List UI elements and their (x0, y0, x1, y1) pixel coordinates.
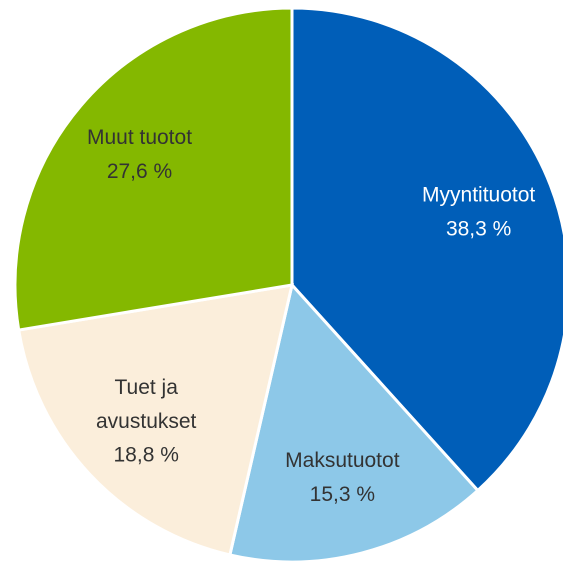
slice-label: Myyntituotot (422, 184, 535, 207)
pie-slice (13, 6, 294, 332)
pie-slice (290, 6, 563, 493)
pie-slice (228, 281, 480, 562)
slice-label: Maksutuotot (285, 449, 400, 472)
slice-value-label: 15,3 % (310, 483, 375, 506)
slice-value-label: 27,6 % (107, 160, 172, 183)
pie-slice (16, 283, 294, 557)
slice-value-label: 18,8 % (114, 443, 179, 466)
slice-label: Muut tuotot (87, 126, 192, 149)
slice-label: Tuet ja avustukset (96, 375, 197, 432)
slice-value-label: 38,3 % (446, 218, 511, 241)
